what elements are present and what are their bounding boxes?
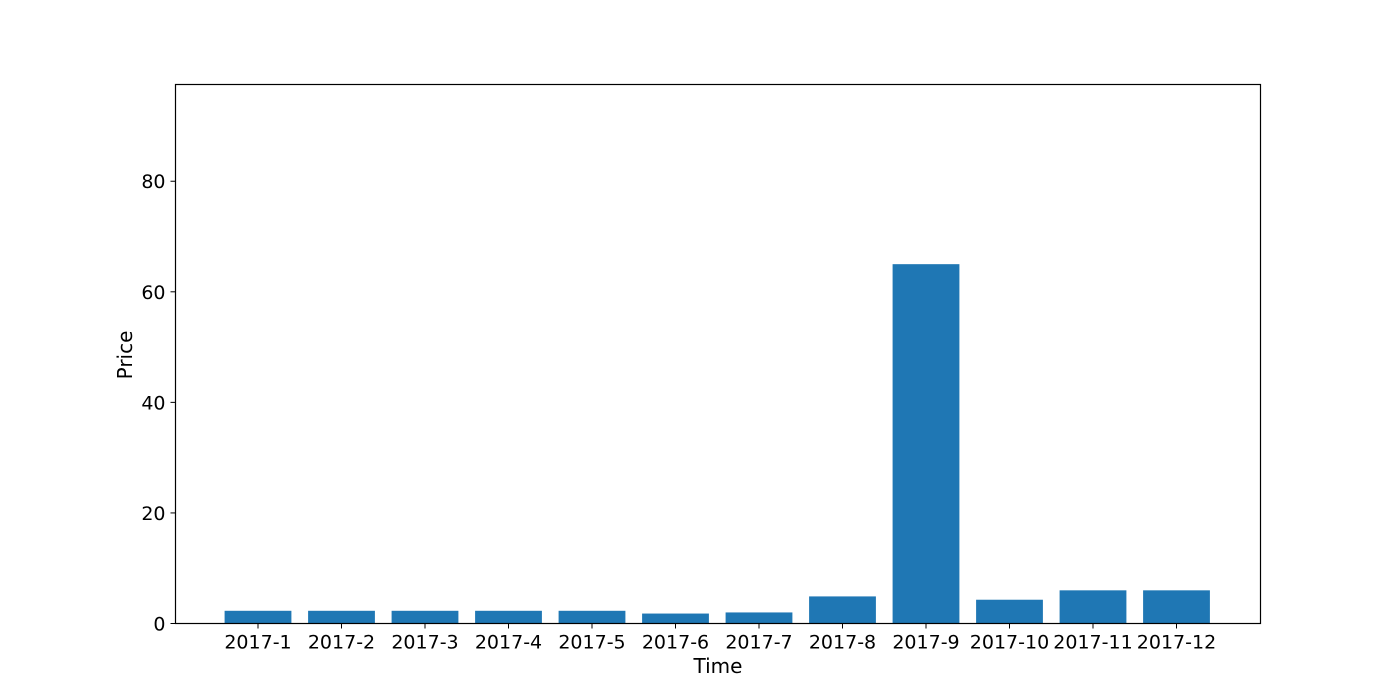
x-tick-label: 2017-9 (892, 632, 959, 654)
y-tick-label: 60 (141, 282, 165, 304)
y-tick-label: 0 (153, 614, 165, 636)
y-axis-title: Price (113, 331, 137, 380)
y-tick-label: 80 (141, 171, 165, 193)
x-tick-label: 2017-7 (725, 632, 792, 654)
bar-2017-10 (976, 599, 1043, 624)
x-tick-label: 2017-11 (1053, 632, 1132, 654)
x-tick-label: 2017-1 (224, 632, 291, 654)
x-tick-label: 2017-4 (475, 632, 542, 654)
bar-2017-8 (809, 596, 876, 624)
x-tick-label: 2017-12 (1137, 632, 1216, 654)
bar-2017-6 (642, 613, 709, 624)
bar-2017-3 (391, 610, 459, 624)
x-tick-label: 2017-5 (558, 632, 625, 654)
bar-2017-12 (1143, 590, 1210, 624)
x-tick-label: 2017-10 (970, 632, 1049, 654)
bar-2017-4 (475, 610, 542, 624)
bar-2017-1 (224, 610, 292, 624)
x-tick-label: 2017-8 (809, 632, 876, 654)
plot-frame (174, 83, 1262, 625)
x-tick-label: 2017-6 (642, 632, 709, 654)
x-axis: 2017-1 2017-2 2017-3 2017-4 2017-5 2017-6 2017… (224, 623, 1216, 654)
bars-group (224, 264, 1210, 624)
bar-2017-2 (308, 610, 375, 624)
x-tick-label: 2017-3 (391, 632, 458, 654)
y-tick-label: 20 (141, 503, 165, 525)
bar-2017-9 (892, 264, 960, 624)
bar-2017-7 (725, 612, 793, 624)
bar-2017-11 (1059, 590, 1127, 624)
y-axis: 0 20 40 60 80 (141, 171, 176, 636)
x-tick-label: 2017-2 (308, 632, 375, 654)
y-tick-label: 40 (141, 392, 165, 414)
bar-2017-5 (558, 610, 626, 624)
x-axis-title: Time (693, 654, 743, 678)
